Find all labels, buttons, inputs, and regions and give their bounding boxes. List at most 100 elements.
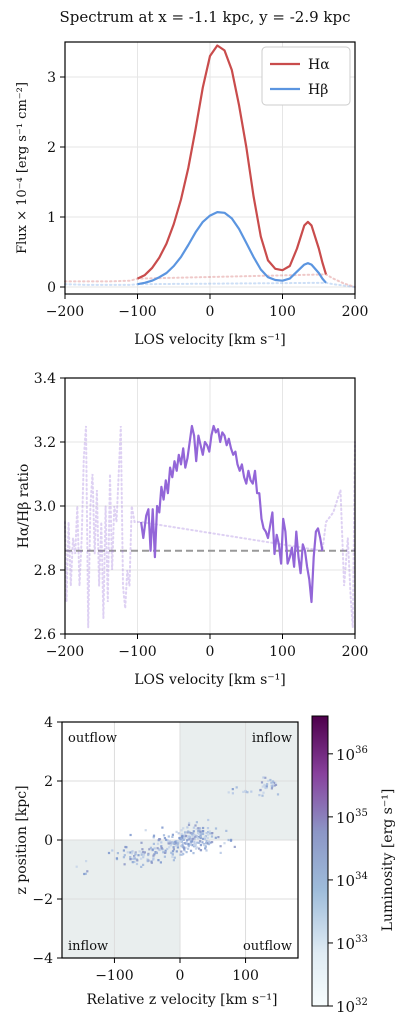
zvel-point bbox=[123, 854, 126, 857]
zvel-point bbox=[267, 779, 270, 782]
zvel-point bbox=[188, 838, 191, 841]
zvel-point bbox=[194, 824, 197, 827]
zvel-point bbox=[207, 818, 210, 822]
zvel-point bbox=[209, 841, 212, 844]
zvel-point bbox=[181, 836, 184, 839]
zvel-ytick-label: 2 bbox=[44, 774, 53, 790]
zvel-point bbox=[194, 844, 197, 848]
zvel-point bbox=[165, 838, 168, 841]
zvel-point bbox=[189, 832, 192, 835]
zvel-point bbox=[85, 860, 88, 863]
zvel-point bbox=[219, 851, 222, 854]
ratio-ytick-label: 3.4 bbox=[34, 371, 56, 387]
ratio-ytick-label: 2.6 bbox=[34, 627, 56, 643]
zvel-point bbox=[176, 846, 179, 849]
zvel-point bbox=[75, 865, 78, 868]
zvel-point bbox=[269, 778, 272, 782]
zvel-point bbox=[198, 840, 202, 843]
zvel-point bbox=[169, 844, 172, 847]
zvel-point bbox=[187, 830, 190, 833]
zvel-point bbox=[123, 863, 126, 866]
ratio-xtick-label: 100 bbox=[269, 644, 296, 660]
zvel-point bbox=[187, 823, 191, 826]
legend-box bbox=[261, 46, 351, 106]
zvel-point bbox=[163, 851, 167, 854]
quadrant-label-bottom-right: outflow bbox=[243, 939, 292, 954]
zvel-point bbox=[111, 849, 114, 852]
ratio-series-0-dotted bbox=[64, 425, 356, 628]
zvel-point bbox=[188, 821, 191, 825]
zvel-point bbox=[192, 852, 195, 855]
zvel-point bbox=[196, 837, 200, 840]
zvel-point bbox=[129, 856, 132, 859]
zvel-point bbox=[246, 791, 249, 794]
zvel-point bbox=[171, 833, 174, 836]
flux-ytick-label: 3 bbox=[47, 70, 56, 86]
zvel-point bbox=[183, 846, 186, 849]
zvel-point bbox=[259, 788, 262, 792]
zvel-point bbox=[146, 860, 149, 863]
zvel-point bbox=[235, 786, 238, 789]
zvel-point bbox=[177, 841, 180, 845]
flux-xtick-label: −100 bbox=[118, 304, 156, 320]
zvel-point bbox=[205, 839, 208, 843]
zvel-point bbox=[270, 781, 273, 784]
flux-xlabel: LOS velocity [km s⁻¹] bbox=[134, 332, 286, 348]
ratio-series-0-line bbox=[140, 424, 324, 604]
zvel-point bbox=[271, 780, 275, 783]
zvel-point bbox=[194, 847, 198, 850]
zvel-point bbox=[140, 853, 143, 856]
zvel-point bbox=[185, 851, 188, 854]
zvel-point bbox=[260, 781, 264, 784]
zvel-point bbox=[158, 838, 161, 841]
zvel-point bbox=[179, 853, 182, 856]
zvel-point bbox=[197, 827, 200, 830]
zvel-point bbox=[225, 829, 228, 832]
zvel-point bbox=[167, 835, 170, 838]
zvel-point bbox=[192, 826, 195, 829]
zvel-point bbox=[231, 792, 234, 795]
zvel-point bbox=[199, 849, 202, 852]
zvel-point bbox=[133, 860, 136, 863]
legend-label-halpha: Hα bbox=[308, 57, 330, 73]
zvel-point bbox=[143, 851, 146, 854]
zvel-point bbox=[160, 841, 163, 844]
zvel-point bbox=[202, 832, 205, 835]
ratio-xtick-label: −100 bbox=[118, 644, 156, 660]
flux-ytick-label: 2 bbox=[47, 140, 56, 156]
zvel-point bbox=[184, 831, 187, 834]
zvel-point bbox=[137, 854, 140, 857]
zvel-point bbox=[186, 835, 189, 839]
zvel-point bbox=[168, 840, 171, 843]
colorbar-tick-label: 1036 bbox=[336, 745, 368, 764]
zvel-point bbox=[147, 853, 150, 857]
zvel-point bbox=[185, 841, 188, 844]
zvel-point bbox=[175, 844, 178, 847]
zvel-point bbox=[198, 847, 201, 850]
zvel-point bbox=[122, 849, 125, 852]
zvel-point bbox=[250, 790, 253, 793]
zvel-point bbox=[171, 841, 174, 844]
zvel-point bbox=[152, 836, 155, 839]
zvel-point bbox=[199, 830, 202, 833]
ratio-ytick-label: 2.8 bbox=[34, 563, 56, 579]
zvel-point bbox=[178, 836, 181, 840]
zvel-point bbox=[148, 848, 151, 851]
ratio-xtick-label: 0 bbox=[206, 644, 215, 660]
zvel-point bbox=[261, 794, 264, 797]
zvel-point bbox=[242, 790, 245, 793]
zvel-point bbox=[190, 833, 193, 836]
zvel-point bbox=[140, 851, 143, 854]
zvel-point bbox=[142, 850, 145, 854]
zvel-point bbox=[141, 848, 144, 851]
figure-title: Spectrum at x = -1.1 kpc, y = -2.9 kpc bbox=[60, 8, 351, 26]
zvel-point bbox=[175, 850, 178, 853]
zvel-point bbox=[180, 839, 183, 842]
zvel-point bbox=[189, 849, 193, 852]
zvel-point bbox=[155, 851, 158, 855]
zvel-point bbox=[180, 829, 183, 832]
zvel-point bbox=[206, 827, 210, 830]
flux-xtick-label: −200 bbox=[46, 304, 84, 320]
zvel-point bbox=[181, 834, 184, 837]
flux-ytick-label: 1 bbox=[47, 210, 56, 226]
